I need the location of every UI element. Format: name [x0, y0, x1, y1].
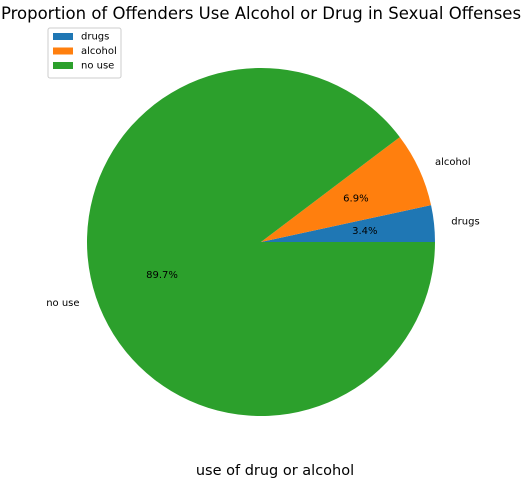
legend-swatch-no-use: [53, 62, 73, 69]
slice-labels: drugs alcohol no use: [46, 157, 479, 309]
pie-slice-alcohol: [261, 137, 432, 242]
chart-title: Proportion of Offenders Use Alcohol or D…: [1, 4, 521, 23]
legend-label-drugs: drugs: [81, 32, 109, 43]
percent-label-alcohol: 6.9%: [343, 193, 368, 204]
percent-label-drugs: 3.4%: [352, 226, 377, 237]
legend-label-no-use: no use: [81, 61, 114, 72]
pie-slices: [87, 68, 435, 417]
pie-slice-drugs: [261, 205, 435, 242]
percent-label-no-use: 89.7%: [146, 270, 178, 281]
x-axis-label: use of drug or alcohol: [196, 463, 354, 479]
legend-label-alcohol: alcohol: [81, 46, 117, 57]
legend-swatch-alcohol: [53, 47, 73, 55]
legend: drugs alcohol no use: [47, 27, 122, 79]
pie-slice-no-use: [87, 68, 435, 417]
slice-label-no-use: no use: [46, 298, 79, 309]
slice-label-alcohol: alcohol: [435, 157, 471, 168]
slice-label-drugs: drugs: [451, 217, 479, 228]
percent-labels: 3.4% 6.9% 89.7%: [146, 193, 377, 281]
legend-swatch-drugs: [53, 33, 73, 40]
